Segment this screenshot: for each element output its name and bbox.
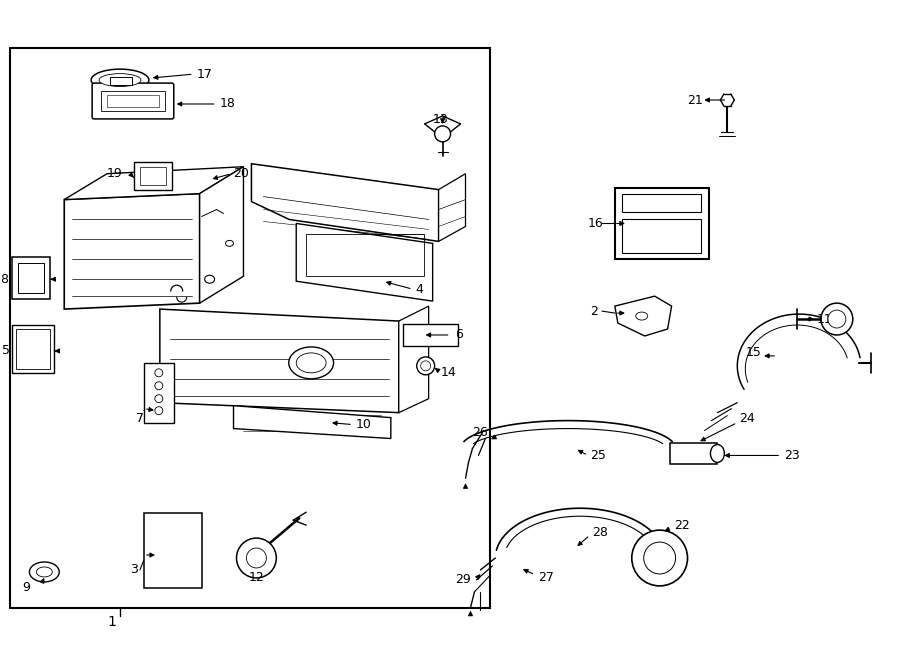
Ellipse shape	[635, 312, 648, 320]
Bar	[107, 95, 158, 107]
Bar	[670, 442, 717, 465]
Text: 14: 14	[441, 366, 456, 379]
Text: 22: 22	[675, 519, 690, 531]
Circle shape	[155, 369, 163, 377]
Circle shape	[821, 303, 853, 335]
Bar	[16, 329, 50, 369]
Circle shape	[155, 407, 163, 414]
Text: 27: 27	[538, 571, 554, 584]
Text: 5: 5	[3, 344, 11, 358]
Circle shape	[155, 395, 163, 403]
Polygon shape	[296, 223, 433, 301]
Text: 2: 2	[590, 305, 598, 317]
Text: 7: 7	[136, 412, 144, 425]
Ellipse shape	[30, 562, 59, 582]
Text: 10: 10	[356, 418, 372, 431]
Text: 9: 9	[22, 582, 31, 594]
Bar	[144, 363, 174, 422]
Circle shape	[644, 542, 676, 574]
Text: 11: 11	[817, 313, 833, 326]
Bar	[134, 162, 172, 190]
Text: 20: 20	[233, 167, 249, 180]
Text: 19: 19	[107, 167, 122, 180]
Ellipse shape	[296, 353, 326, 373]
Bar	[18, 263, 44, 293]
Circle shape	[435, 126, 451, 142]
Text: 29: 29	[455, 573, 472, 586]
Text: 23: 23	[784, 449, 800, 462]
Ellipse shape	[91, 69, 148, 91]
FancyBboxPatch shape	[92, 83, 174, 119]
Text: 4: 4	[416, 283, 424, 295]
Ellipse shape	[289, 347, 334, 379]
Circle shape	[237, 538, 276, 578]
Text: 24: 24	[739, 412, 755, 425]
Polygon shape	[200, 167, 244, 303]
Ellipse shape	[710, 444, 724, 463]
Text: 15: 15	[745, 346, 761, 360]
Bar	[13, 325, 54, 373]
Polygon shape	[438, 174, 465, 241]
Bar	[11, 48, 491, 608]
Ellipse shape	[99, 73, 141, 87]
Text: 6: 6	[455, 329, 464, 342]
Text: 12: 12	[248, 571, 265, 584]
Text: 1: 1	[107, 615, 116, 629]
Text: 16: 16	[588, 217, 604, 230]
Circle shape	[155, 382, 163, 390]
Text: 25: 25	[590, 449, 606, 462]
Bar	[306, 235, 424, 276]
Circle shape	[420, 361, 431, 371]
Polygon shape	[615, 296, 671, 336]
Bar	[13, 257, 50, 299]
Text: 26: 26	[472, 426, 488, 439]
Text: 8: 8	[1, 273, 8, 286]
Text: 3: 3	[130, 563, 138, 576]
Polygon shape	[399, 306, 428, 412]
Circle shape	[632, 530, 688, 586]
Polygon shape	[160, 309, 399, 412]
Polygon shape	[233, 406, 391, 438]
Circle shape	[417, 357, 435, 375]
Circle shape	[247, 548, 266, 568]
Bar	[101, 91, 165, 111]
Bar	[615, 188, 709, 259]
Bar	[144, 513, 202, 588]
Bar	[140, 167, 166, 184]
Bar	[110, 77, 132, 85]
Text: 21: 21	[688, 93, 703, 106]
Polygon shape	[622, 219, 701, 253]
Text: 17: 17	[197, 67, 212, 81]
Text: 13: 13	[433, 114, 448, 126]
Ellipse shape	[36, 567, 52, 577]
Text: 28: 28	[592, 525, 608, 539]
Circle shape	[828, 310, 846, 328]
Ellipse shape	[226, 241, 233, 247]
Polygon shape	[64, 194, 200, 309]
Bar	[403, 324, 457, 346]
Text: 18: 18	[220, 97, 236, 110]
Ellipse shape	[204, 275, 214, 283]
Polygon shape	[64, 167, 244, 200]
Polygon shape	[251, 164, 438, 241]
Polygon shape	[622, 194, 701, 212]
